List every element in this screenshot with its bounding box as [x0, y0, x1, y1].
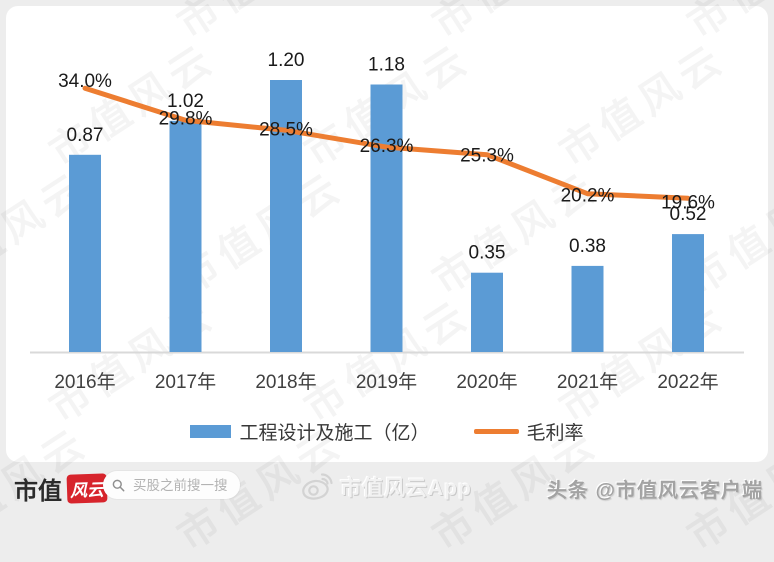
search-input[interactable] — [131, 476, 240, 494]
legend-item-bar-series: 工程设计及施工（亿） — [190, 418, 430, 445]
brand-logo-text: 市值 — [14, 479, 62, 505]
combo-chart: 0.87 2016年 1.02 2017年 1.20 2018年 1.18 2019年 0.35… — [30, 50, 744, 393]
x-axis-label: 2020年 — [456, 371, 517, 393]
byline-text: 头条 @市值风云客户端 — [546, 480, 763, 502]
x-axis-label: 2016年 — [54, 371, 115, 393]
x-axis-label: 2019年 — [356, 371, 417, 393]
line-point-label: 20.2% — [561, 186, 615, 207]
line-point-label: 28.5% — [259, 119, 313, 140]
bar-value-label: 0.35 — [469, 243, 506, 264]
weibo-icon — [302, 473, 333, 500]
bar — [169, 120, 202, 352]
footer-bar: 市值 风云 市值风云App 头条 @市值风云客户端 — [0, 462, 774, 512]
line-point-label: 25.3% — [460, 146, 514, 167]
brand-logo-badge: 风云 — [66, 473, 108, 504]
bar-value-label: 1.20 — [268, 50, 305, 71]
line-point-label: 34.0% — [58, 71, 112, 92]
bar-value-label: 1.02 — [167, 91, 204, 112]
x-axis-label: 2022年 — [657, 371, 718, 393]
line-series-label: 毛利率 — [526, 422, 584, 444]
bar — [571, 265, 604, 352]
legend-item-line-series: 毛利率 — [473, 418, 584, 445]
x-axis-label: 2017年 — [155, 371, 216, 393]
bar — [270, 80, 302, 352]
gross-margin-line — [82, 85, 691, 201]
line-point-label: 29.8% — [159, 108, 213, 129]
brand-logo[interactable]: 市值 风云 — [14, 471, 108, 506]
weibo-app-watermark: 市值风云App — [301, 471, 472, 503]
line-point-label: 26.3% — [360, 136, 414, 157]
bar-series-swatch — [190, 424, 232, 438]
bar-series-label: 工程设计及施工（亿） — [239, 422, 430, 444]
bar-value-label: 1.18 — [368, 55, 405, 76]
x-axis-label: 2021年 — [557, 371, 618, 393]
bar — [69, 154, 101, 352]
bar — [471, 272, 503, 352]
search-icon — [112, 479, 125, 491]
search-box[interactable] — [103, 471, 240, 499]
line-point-label: 19.6% — [661, 192, 715, 213]
x-axis-label: 2018年 — [255, 371, 316, 393]
bar — [370, 84, 403, 352]
chart-legend: 工程设计及施工（亿） 毛利率 — [0, 416, 774, 446]
line-series-swatch — [473, 428, 519, 434]
app-watermark-text: 市值风云App — [340, 477, 472, 500]
bar-value-label: 0.87 — [67, 125, 104, 146]
bar-value-label: 0.52 — [670, 204, 707, 225]
bar-value-label: 0.38 — [569, 236, 606, 257]
bar — [672, 234, 704, 352]
